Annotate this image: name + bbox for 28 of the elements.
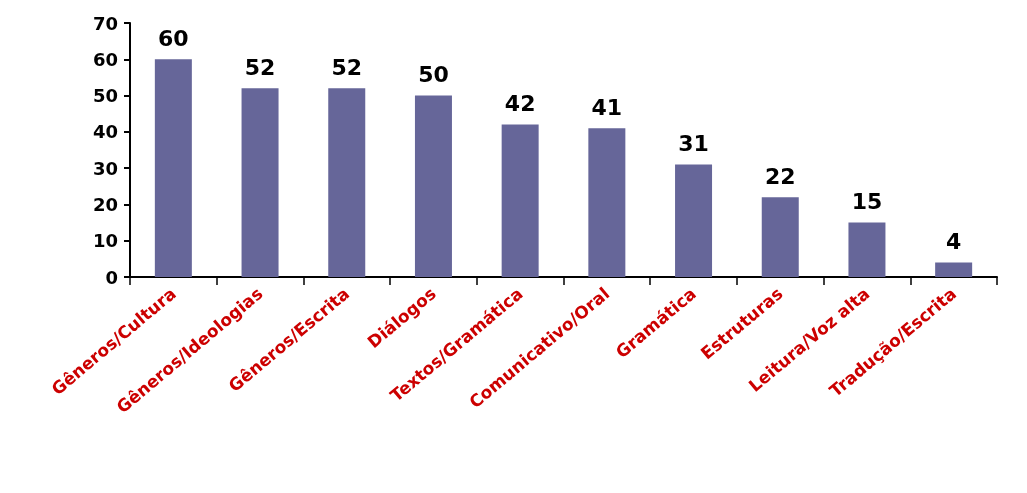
y-tick-label: 10	[92, 230, 118, 252]
y-tick-label: 70	[92, 12, 118, 34]
data-label: 4	[945, 228, 962, 254]
y-tick-label: 60	[92, 48, 118, 70]
data-label: 60	[158, 25, 189, 51]
y-tick-label: 30	[92, 157, 118, 179]
bar	[241, 88, 279, 277]
data-label: 52	[244, 54, 276, 80]
data-label: 52	[331, 54, 363, 80]
y-tick-label: 0	[105, 266, 118, 288]
data-label: 42	[504, 91, 536, 117]
y-tick-label: 20	[92, 193, 118, 215]
bar	[588, 128, 626, 277]
bar	[761, 197, 799, 277]
bar	[501, 124, 539, 277]
y-tick-label: 50	[92, 85, 118, 107]
y-tick-label: 40	[92, 121, 118, 143]
data-label: 41	[591, 94, 623, 120]
data-label: 31	[678, 131, 709, 157]
bar	[935, 262, 973, 277]
bar	[848, 222, 886, 277]
bar	[328, 88, 366, 277]
bar	[414, 95, 452, 277]
bar	[675, 164, 713, 277]
bar	[154, 59, 192, 277]
data-label: 15	[851, 189, 883, 215]
data-label: 50	[418, 62, 449, 88]
data-label: 22	[764, 163, 796, 189]
